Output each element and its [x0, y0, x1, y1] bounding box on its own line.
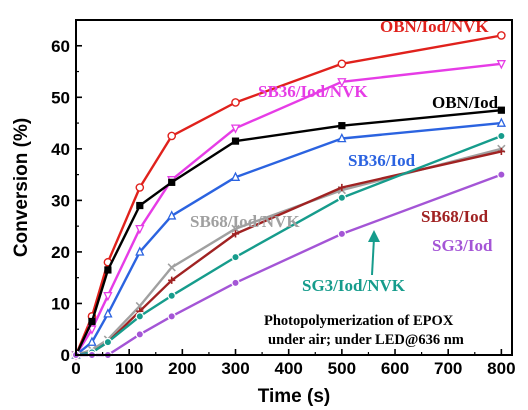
label-sg3-iod: SG3/Iod — [432, 236, 493, 255]
label-sb68-iod: SB68/Iod — [421, 207, 489, 226]
data-point-s7-3 — [103, 337, 113, 347]
label-sb36-iod-nvk: SB36/Iod/NVK — [258, 82, 368, 101]
x-tick-label-200: 200 — [168, 359, 196, 378]
data-point-s7-6 — [231, 252, 240, 262]
data-point-s7-5 — [167, 291, 176, 300]
y-tick-label-10: 10 — [51, 294, 70, 313]
data-point-s2-4 — [135, 224, 145, 235]
series-8 — [71, 170, 506, 360]
data-point-s8-4 — [135, 330, 145, 339]
y-tick-label-60: 60 — [51, 37, 70, 56]
data-point-s1-8 — [497, 31, 506, 40]
x-tick-label-800: 800 — [487, 359, 515, 378]
annotation-line-2: under air; under LED@636 nm — [268, 332, 464, 348]
data-point-s4-5 — [167, 210, 177, 220]
data-point-s4-7 — [337, 132, 347, 143]
annotation-line-1: Photopolymerization of EPOX — [264, 313, 454, 329]
data-point-s3-5 — [168, 178, 176, 186]
data-point-s8-8 — [497, 170, 506, 179]
series-line-1 — [74, 34, 502, 356]
data-point-s3-3 — [104, 266, 112, 274]
data-point-s3-2 — [88, 317, 96, 326]
x-tick-label-100: 100 — [115, 359, 143, 378]
label-sg3-iod-nvk: SG3/Iod/NVK — [302, 276, 406, 295]
data-point-s6-8 — [497, 147, 505, 156]
axes: 0 100 200 300 400 500 600 700 800 0 10 20 30 40 50 60 Ti… — [11, 19, 516, 407]
data-point-s6-7 — [338, 183, 346, 192]
data-point-s8-5 — [167, 312, 176, 321]
data-point-s1-7 — [337, 59, 347, 69]
x-tick-label-700: 700 — [434, 359, 462, 378]
x-tick-label-600: 600 — [381, 359, 409, 378]
data-point-s6-6 — [231, 230, 240, 238]
label-sb68-iod-nvk: SB68/Iod/NVK — [190, 212, 300, 231]
data-point-s6-5 — [168, 276, 176, 284]
data-point-s5-5 — [167, 263, 176, 272]
label-obn-iod: OBN/Iod — [432, 93, 499, 112]
series-line-4 — [75, 121, 502, 356]
data-point-s3-7 — [338, 122, 346, 130]
y-tick-label-20: 20 — [51, 243, 70, 262]
y-tick-label-50: 50 — [51, 88, 70, 107]
y-tick-label-0: 0 — [61, 346, 70, 365]
plot-area — [71, 31, 507, 361]
data-point-s3-6 — [231, 137, 240, 145]
x-tick-label-0: 0 — [71, 359, 80, 378]
data-point-s8-6 — [231, 278, 240, 288]
data-point-s2-3 — [103, 291, 113, 302]
x-tick-label-500: 500 — [328, 359, 356, 378]
x-tick-label-400: 400 — [274, 359, 302, 378]
data-point-s7-8 — [497, 131, 506, 141]
y-tick-label-40: 40 — [51, 140, 70, 159]
y-axis-label: Conversion (%) — [11, 118, 32, 257]
data-point-s5-6 — [231, 224, 240, 233]
data-point-s3-8 — [497, 106, 505, 114]
data-point-s4-4 — [135, 246, 145, 256]
data-point-s4-6 — [230, 171, 241, 181]
series-labels: OBN/Iod/NVK SB36/Iod/NVK OBN/Iod SB36/Io… — [190, 17, 499, 348]
x-tick-label-300: 300 — [221, 359, 249, 378]
series-line-3 — [74, 109, 502, 356]
label-sb36-iod: SB36/Iod — [348, 151, 416, 170]
data-point-s4-3 — [103, 308, 113, 318]
sg3-iod-nvk-arrow-head — [368, 230, 380, 242]
plot-frame — [75, 19, 513, 356]
label-obn-iod-nvk: OBN/Iod/NVK — [380, 17, 489, 36]
data-point-s1-5 — [167, 131, 177, 141]
data-point-s3-4 — [136, 201, 144, 210]
data-point-s7-4 — [135, 312, 145, 321]
x-axis-label: Time (s) — [258, 386, 331, 407]
data-point-s2-8 — [496, 60, 507, 70]
data-point-s2-6 — [230, 124, 241, 134]
sg3-iod-nvk-arrow-shaft — [371, 237, 375, 276]
data-point-s2-7 — [337, 78, 347, 88]
data-point-s1-6 — [231, 98, 240, 107]
data-point-s8-7 — [337, 229, 347, 239]
data-point-s7-7 — [337, 193, 347, 203]
y-tick-label-30: 30 — [51, 191, 70, 210]
data-point-s4-8 — [496, 117, 507, 127]
data-point-s1-4 — [135, 183, 145, 192]
data-point-s4-2 — [87, 336, 97, 346]
